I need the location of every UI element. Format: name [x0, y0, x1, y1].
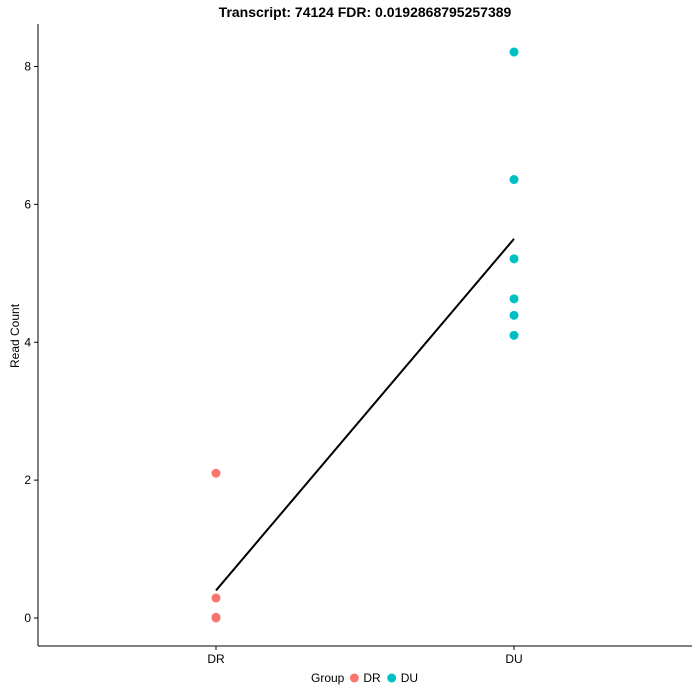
data-points — [211, 47, 519, 623]
data-point-dr — [211, 593, 221, 603]
data-point-du — [509, 254, 519, 264]
data-point-du — [509, 47, 519, 57]
y-tick-label: 6 — [24, 197, 31, 211]
y-tick-label: 8 — [24, 60, 31, 74]
data-point-du — [509, 330, 519, 340]
data-point-du — [509, 294, 519, 304]
trend-line — [215, 238, 515, 592]
x-tick-label: DR — [207, 652, 225, 666]
trend-line-group — [215, 238, 515, 592]
y-tick-label: 0 — [24, 611, 31, 625]
legend-label-dr: DR — [363, 671, 381, 685]
legend-label-du: DU — [401, 671, 418, 685]
legend: Group DR DU — [311, 671, 418, 685]
x-tick-label: DU — [505, 652, 522, 666]
legend-title: Group — [311, 671, 345, 685]
chart-title: Transcript: 74124 FDR: 0.019286879525738… — [219, 4, 512, 20]
y-axis-label: Read Count — [8, 303, 22, 368]
legend-key-dr — [349, 673, 359, 683]
data-point-dr — [211, 468, 221, 478]
data-point-dr — [211, 613, 221, 623]
y-tick-label: 4 — [24, 335, 31, 349]
data-point-du — [509, 175, 519, 185]
axes: 0 2 4 6 8 DR DU — [24, 24, 692, 666]
y-tick-label: 2 — [24, 473, 31, 487]
legend-key-du — [387, 673, 397, 683]
data-point-du — [509, 310, 519, 320]
